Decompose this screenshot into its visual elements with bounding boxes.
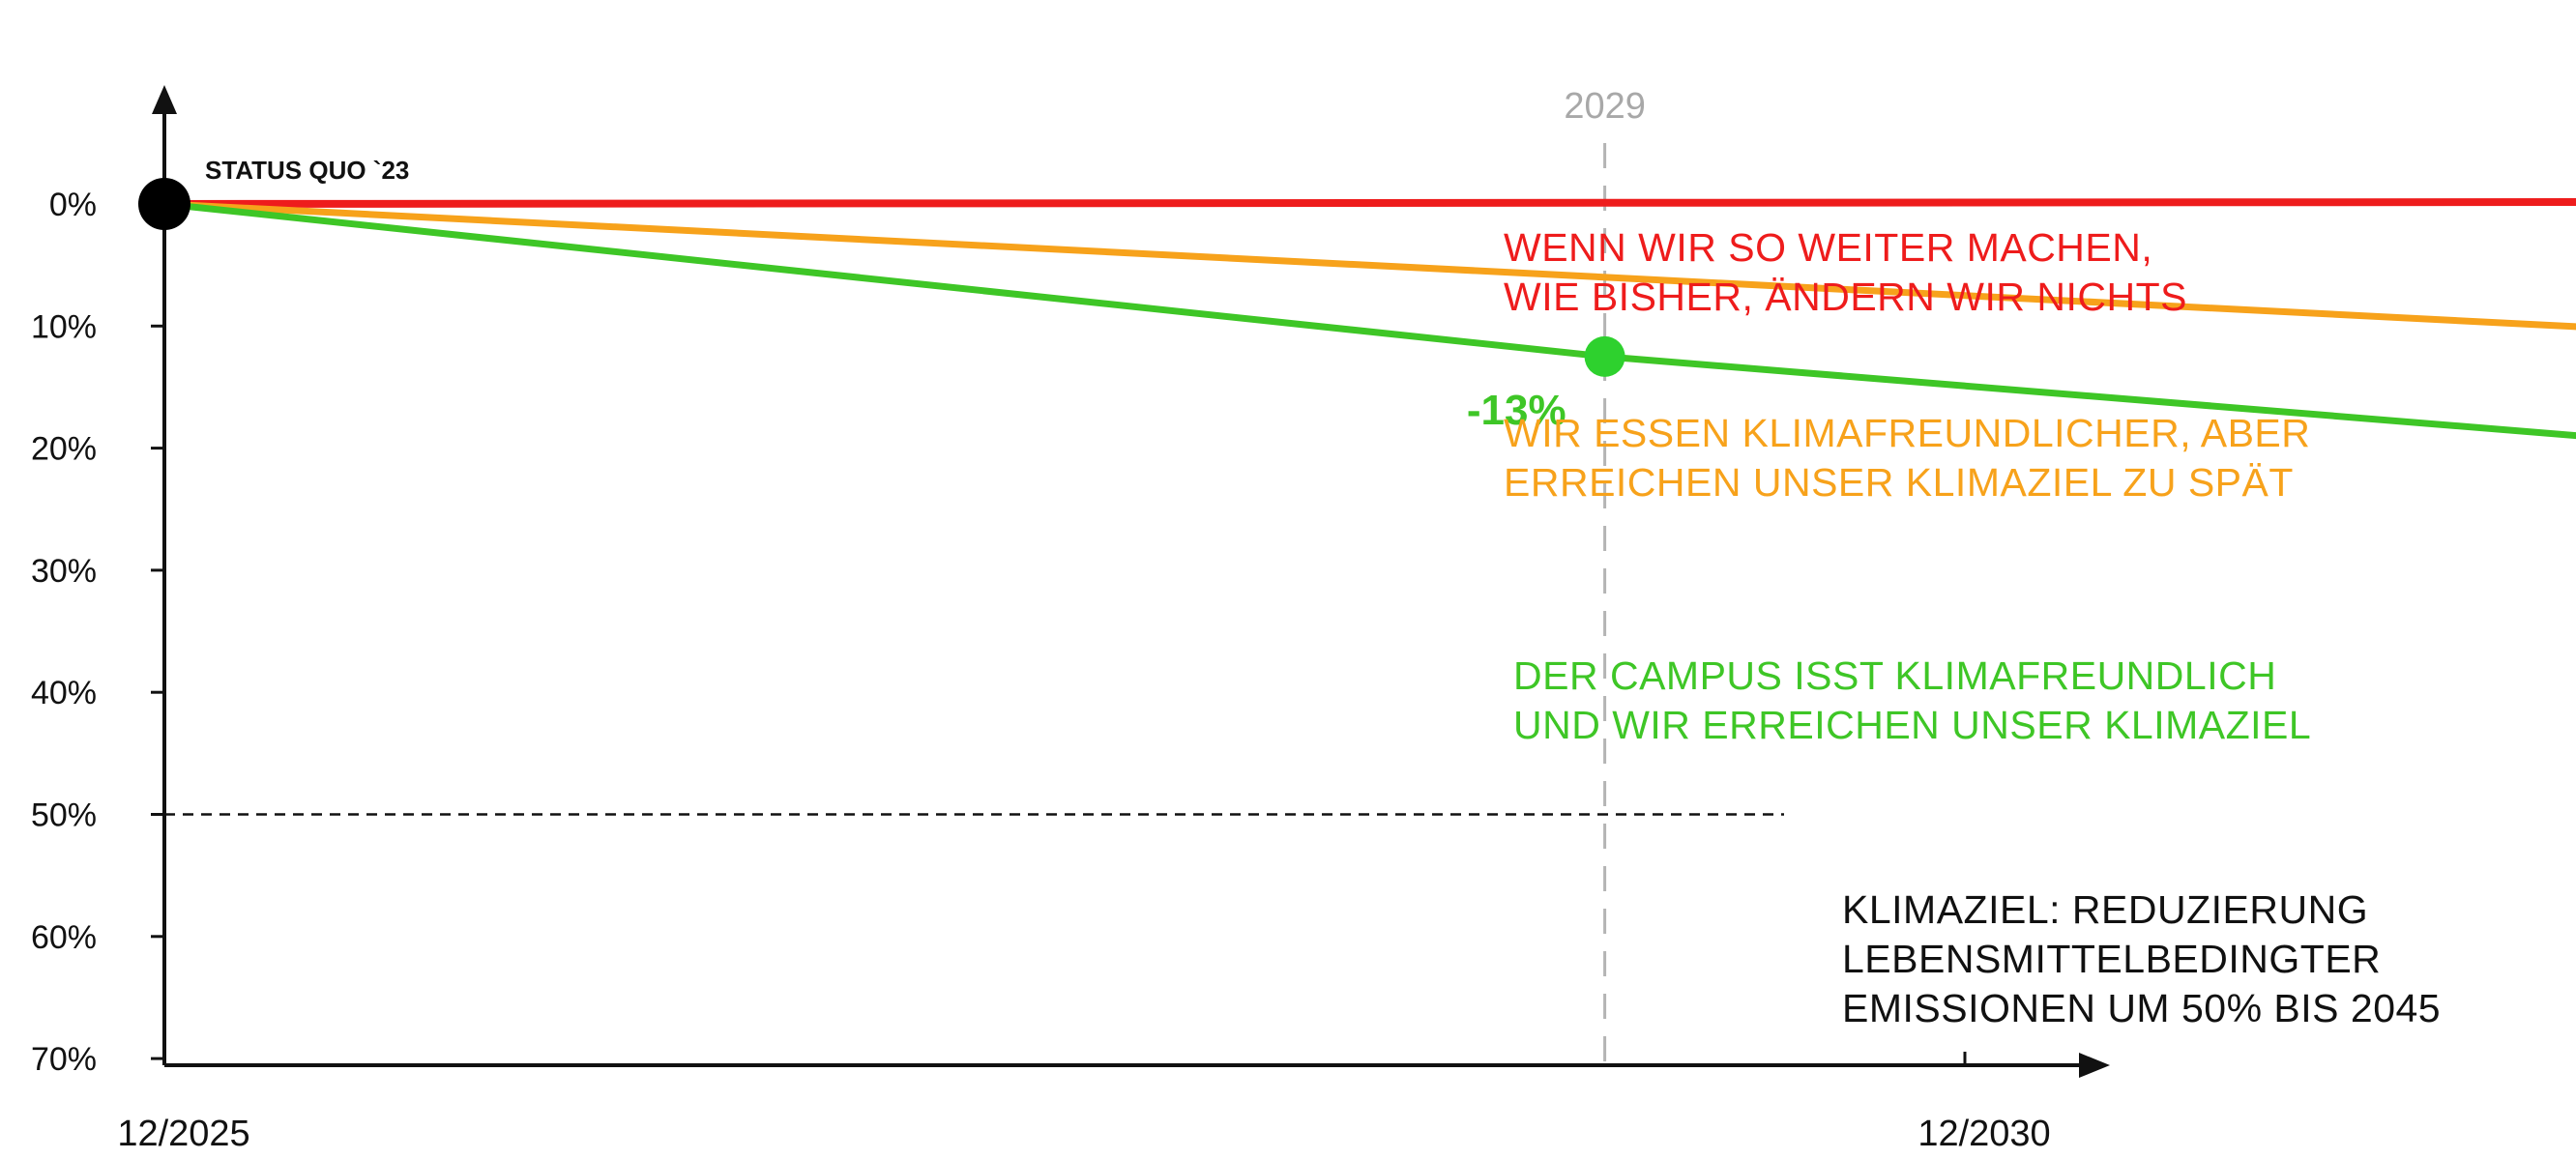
reference-year-layer: 202920342041 xyxy=(164,86,1784,1063)
x-axis-arrow xyxy=(2079,1053,2110,1078)
campus-target-line xyxy=(161,200,2576,440)
annotation-layer: STATUS QUO `23 WENN WIR SO WEITER MACHEN,… xyxy=(205,156,2441,1030)
milestone-marker xyxy=(1584,335,1625,377)
x-tick-label: 12/2030 xyxy=(1917,1114,2050,1154)
y-tick-label: 0% xyxy=(49,187,97,223)
campus-target-annotation-line: DER CAMPUS ISST KLIMAFREUNDLICH xyxy=(1513,653,2276,698)
y-tick-label: 50% xyxy=(31,797,97,834)
target-annotation-line: EMISSIONEN UM 50% BIS 2045 xyxy=(1842,986,2441,1030)
late-target-annotation-line: ERREICHEN UNSER KLIMAZIEL ZU SPÄT xyxy=(1504,460,2294,505)
status-quo-annotation-line: WENN WIR SO WEITER MACHEN, xyxy=(1504,225,2152,270)
y-tick-label: 40% xyxy=(31,675,97,711)
status-quo-label: STATUS QUO `23 xyxy=(205,156,409,185)
target-annotation-line: LEBENSMITTELBEDINGTER xyxy=(1842,937,2381,981)
reference-year-label: 2029 xyxy=(1564,86,1646,127)
late-target-line xyxy=(161,200,2576,331)
series-layer xyxy=(161,197,2576,440)
milestone-label: -13% xyxy=(1467,387,1566,434)
y-tick-label: 10% xyxy=(31,308,97,345)
y-tick-label: 70% xyxy=(31,1041,97,1078)
y-tick-label: 30% xyxy=(31,553,97,590)
status-quo-line xyxy=(161,197,2576,208)
y-tick-label: 60% xyxy=(31,919,97,956)
target-annotation-line: KLIMAZIEL: REDUZIERUNG xyxy=(1842,887,2368,932)
axes: 0%10%20%30%40%50%60%70%12/202512/203012/… xyxy=(31,85,2110,1154)
x-tick-label: 12/2025 xyxy=(117,1114,249,1154)
status-quo-marker xyxy=(138,178,190,230)
y-tick-label: 20% xyxy=(31,431,97,468)
y-axis-arrow xyxy=(152,85,177,114)
campus-target-annotation-line: UND WIR ERREICHEN UNSER KLIMAZIEL xyxy=(1513,703,2311,747)
late-target-annotation-line: WIR ESSEN KLIMAFREUNDLICHER, ABER xyxy=(1504,411,2310,455)
status-quo-annotation-line: WIE BISHER, ÄNDERN WIR NICHTS xyxy=(1504,275,2187,319)
marker-layer: -13%-25%-41% xyxy=(138,178,1625,434)
